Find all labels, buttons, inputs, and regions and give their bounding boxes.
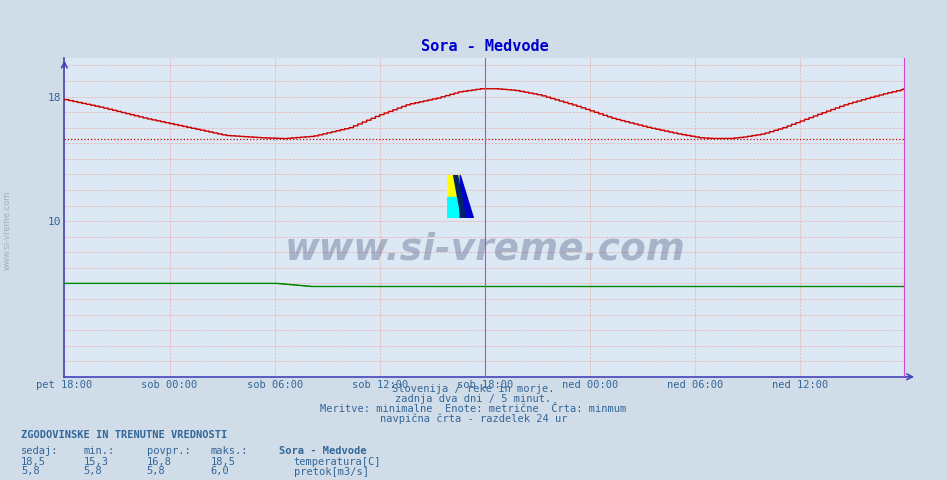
Text: 5,8: 5,8 <box>147 466 166 476</box>
Text: navpična črta - razdelek 24 ur: navpična črta - razdelek 24 ur <box>380 414 567 424</box>
Text: ZGODOVINSKE IN TRENUTNE VREDNOSTI: ZGODOVINSKE IN TRENUTNE VREDNOSTI <box>21 430 227 440</box>
Text: 18,5: 18,5 <box>21 456 45 467</box>
Text: 15,3: 15,3 <box>83 456 108 467</box>
Text: 16,8: 16,8 <box>147 456 171 467</box>
Text: maks.:: maks.: <box>210 446 248 456</box>
Bar <box>447 175 460 197</box>
Title: Sora - Medvode: Sora - Medvode <box>421 39 548 54</box>
Text: 5,8: 5,8 <box>21 466 40 476</box>
Polygon shape <box>447 197 460 218</box>
Text: zadnja dva dni / 5 minut.: zadnja dva dni / 5 minut. <box>396 394 551 404</box>
Text: Slovenija / reke in morje.: Slovenija / reke in morje. <box>392 384 555 394</box>
Polygon shape <box>454 175 466 218</box>
Text: povpr.:: povpr.: <box>147 446 190 456</box>
Polygon shape <box>460 175 474 218</box>
Text: www.si-vreme.com: www.si-vreme.com <box>284 231 686 267</box>
Text: 6,0: 6,0 <box>210 466 229 476</box>
Text: sedaj:: sedaj: <box>21 446 59 456</box>
Text: www.si-vreme.com: www.si-vreme.com <box>3 191 12 270</box>
Text: min.:: min.: <box>83 446 115 456</box>
Text: Sora - Medvode: Sora - Medvode <box>279 446 366 456</box>
Text: pretok[m3/s]: pretok[m3/s] <box>294 467 368 477</box>
Text: temperatura[C]: temperatura[C] <box>294 457 381 467</box>
Text: Meritve: minimalne  Enote: metrične  Črta: minmum: Meritve: minimalne Enote: metrične Črta:… <box>320 404 627 414</box>
Text: 18,5: 18,5 <box>210 456 235 467</box>
Text: 5,8: 5,8 <box>83 466 102 476</box>
